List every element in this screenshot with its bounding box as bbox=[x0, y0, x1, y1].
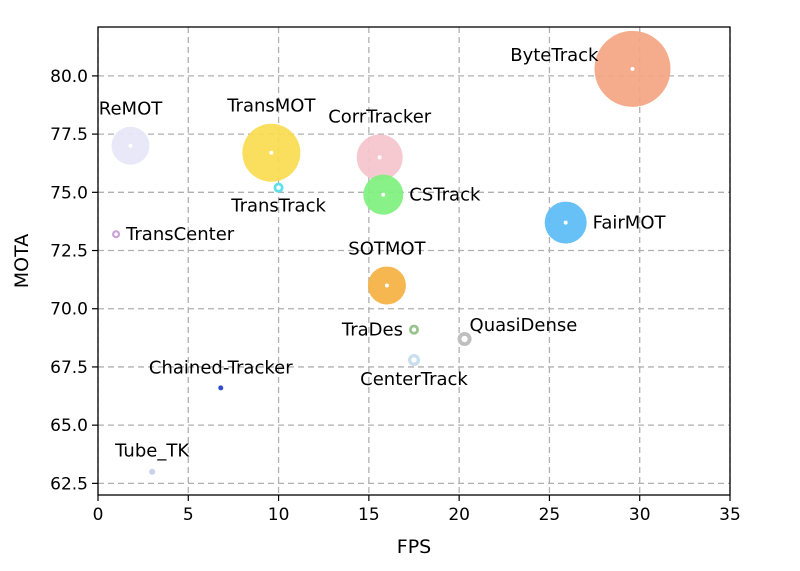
x-tick-label: 25 bbox=[539, 505, 561, 525]
data-point: QuasiDense bbox=[457, 315, 578, 346]
point-label: ReMOT bbox=[99, 99, 163, 120]
point-label: CorrTracker bbox=[328, 106, 432, 127]
data-points: ByteTrack ReMOT TransMOT CorrTracker TransTr… bbox=[99, 30, 671, 475]
y-tick-label: 72.5 bbox=[50, 242, 88, 262]
point-label: ByteTrack bbox=[510, 45, 599, 66]
y-tick-label: 65.0 bbox=[50, 416, 88, 436]
x-tick-label: 15 bbox=[358, 505, 380, 525]
point-center bbox=[461, 335, 468, 343]
point-center bbox=[276, 185, 281, 190]
data-point: Chained-Tracker bbox=[149, 357, 293, 391]
point-marker bbox=[218, 385, 224, 391]
data-point: ByteTrack bbox=[510, 30, 671, 107]
x-tick-label: 30 bbox=[629, 505, 651, 525]
point-marker bbox=[149, 468, 156, 475]
point-center bbox=[384, 283, 389, 288]
data-point: Tube_TK bbox=[114, 441, 190, 475]
x-axis-label: FPS bbox=[397, 536, 431, 558]
point-center bbox=[630, 66, 635, 71]
point-center bbox=[114, 232, 118, 237]
data-point: CenterTrack bbox=[360, 353, 468, 390]
point-center bbox=[269, 150, 274, 155]
point-label: TransTrack bbox=[230, 196, 326, 217]
data-point: SOTMOT bbox=[348, 238, 427, 305]
x-tick-label: 10 bbox=[268, 505, 290, 525]
y-tick-label: 62.5 bbox=[50, 474, 88, 494]
x-tick-label: 20 bbox=[448, 505, 470, 525]
point-label: QuasiDense bbox=[470, 315, 578, 336]
point-label: TraDes bbox=[341, 320, 403, 341]
y-tick-label: 70.0 bbox=[50, 300, 88, 320]
x-tick-label: 35 bbox=[719, 505, 741, 525]
x-tick-label: 0 bbox=[93, 505, 104, 525]
axis-ticks: 0 5 10 15 20 25 30 35 62.5 65.0 67.5 70.0 72.5 75.0 77… bbox=[50, 67, 741, 525]
point-center bbox=[411, 327, 417, 332]
data-point: TransTrack bbox=[230, 182, 326, 217]
y-tick-label: 75.0 bbox=[50, 183, 88, 203]
data-point: FairMOT bbox=[544, 201, 667, 244]
y-axis-label: MOTA bbox=[11, 234, 33, 288]
point-label: TransMOT bbox=[226, 96, 316, 117]
point-label: CSTrack bbox=[409, 185, 481, 206]
data-point: TraDes bbox=[341, 320, 419, 341]
point-center bbox=[377, 155, 382, 160]
point-label: FairMOT bbox=[593, 213, 667, 234]
data-point: CorrTracker bbox=[328, 106, 432, 181]
plot-frame bbox=[97, 26, 731, 496]
point-label: Tube_TK bbox=[114, 441, 190, 462]
data-point: TransCenter bbox=[112, 224, 235, 245]
point-center bbox=[128, 143, 133, 148]
point-center bbox=[381, 192, 386, 197]
point-label: SOTMOT bbox=[348, 238, 426, 259]
y-tick-label: 80.0 bbox=[50, 67, 88, 87]
point-center bbox=[563, 220, 568, 225]
data-point: TransMOT bbox=[226, 96, 316, 182]
data-point: ReMOT bbox=[99, 99, 163, 165]
point-label: Chained-Tracker bbox=[149, 357, 293, 378]
y-tick-label: 67.5 bbox=[50, 358, 88, 378]
point-label: CenterTrack bbox=[360, 369, 468, 390]
y-tick-label: 77.5 bbox=[50, 125, 88, 145]
point-center bbox=[411, 357, 417, 363]
data-point: CSTrack bbox=[363, 174, 481, 215]
x-tick-label: 5 bbox=[183, 505, 194, 525]
point-label: TransCenter bbox=[125, 224, 235, 245]
